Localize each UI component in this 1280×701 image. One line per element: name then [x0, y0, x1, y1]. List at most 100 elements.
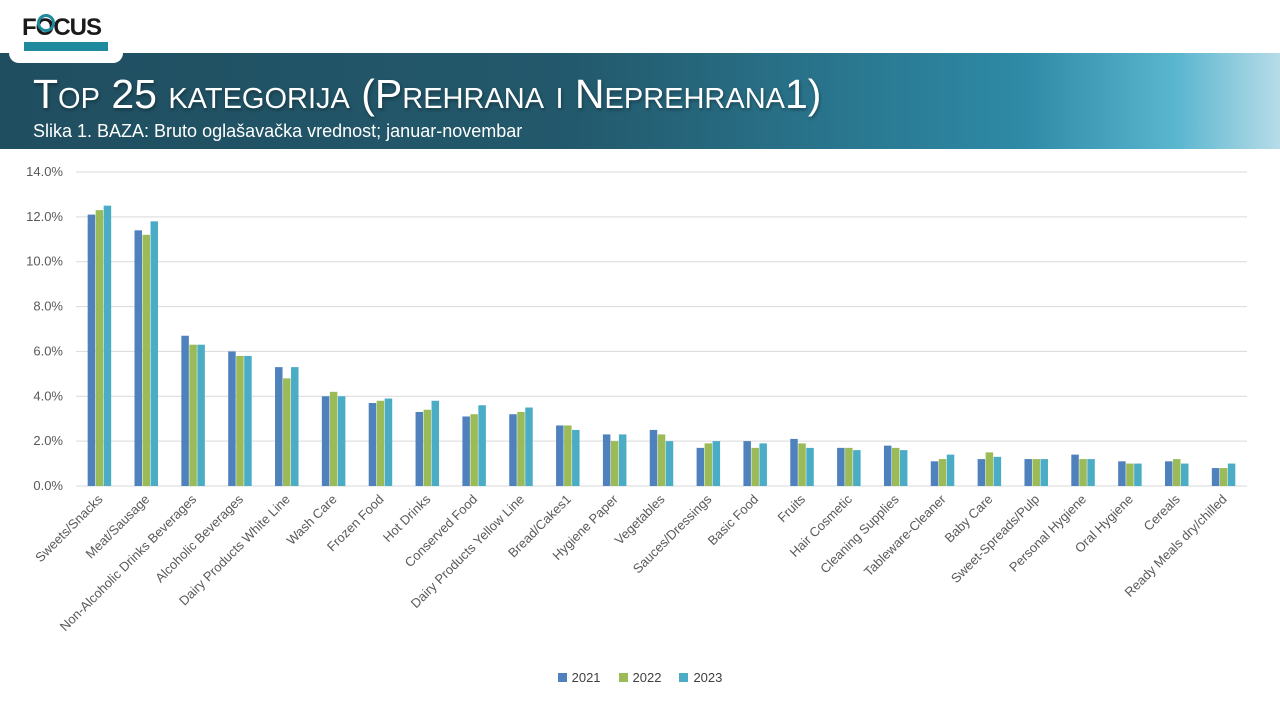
bar [275, 367, 283, 486]
bar [743, 441, 751, 486]
bar [368, 403, 377, 486]
bar [423, 409, 432, 486]
bar [891, 447, 900, 486]
bar [181, 335, 189, 486]
bar [1032, 459, 1040, 486]
legend-item-2023: 2023 [679, 670, 722, 685]
bar [87, 214, 96, 486]
bar [103, 205, 112, 486]
bar [236, 355, 244, 486]
y-tick-label: 2.0% [33, 433, 63, 448]
legend-swatch-2022 [618, 673, 628, 682]
x-tick-label: Sauces/Dressings [630, 491, 715, 576]
bar [618, 434, 627, 486]
bar [696, 447, 705, 486]
bar [759, 443, 767, 486]
bar [478, 405, 486, 486]
bar [1118, 461, 1126, 486]
bar [853, 450, 861, 486]
bar [1227, 463, 1236, 486]
bar [244, 355, 252, 486]
bar [329, 391, 338, 486]
legend-label-2021: 2021 [571, 670, 601, 685]
bar [1079, 459, 1087, 486]
bar [1180, 463, 1189, 486]
bar [525, 407, 533, 486]
bar [1172, 459, 1181, 486]
y-tick-label: 6.0% [33, 343, 63, 358]
page-subtitle: Slika 1. BAZA: Bruto oglašavačka vrednos… [33, 121, 523, 141]
bar [337, 396, 346, 486]
bar [556, 425, 564, 486]
bar [806, 447, 814, 486]
bar [150, 221, 159, 486]
bar [899, 450, 908, 486]
bar [993, 456, 1002, 486]
x-tick-label: Sweet-Spreads/Pulp [948, 492, 1042, 586]
bar [321, 396, 330, 486]
bar [572, 429, 580, 486]
bar [938, 459, 947, 486]
bar [1211, 468, 1220, 486]
y-tick-label: 14.0% [26, 164, 63, 179]
x-tick-label: Basic Food [705, 492, 762, 549]
page-title: Top 25 kategorija (Prehrana i Neprehrana… [33, 71, 822, 117]
bar [649, 429, 658, 486]
bar [376, 400, 385, 486]
bar [1087, 459, 1095, 486]
bar [142, 234, 151, 486]
bar [704, 443, 713, 486]
bar [283, 378, 291, 486]
bar [1040, 459, 1048, 486]
bar [134, 230, 143, 486]
header-banner [0, 53, 1280, 149]
bar [1219, 468, 1228, 486]
x-tick-label: Tableware-Cleaner [861, 491, 949, 579]
bar [883, 445, 892, 486]
bar [189, 344, 197, 486]
x-tick-label: Cereals [1141, 491, 1184, 534]
chart-legend: 2021 2022 2023 [0, 670, 1280, 685]
bar [977, 459, 986, 486]
bar [665, 441, 674, 486]
legend-label-2022: 2022 [632, 670, 662, 685]
bar [985, 452, 994, 486]
bar [751, 447, 759, 486]
bar [1024, 459, 1032, 486]
bar [1071, 454, 1079, 486]
legend-swatch-2023 [679, 673, 689, 682]
bar [197, 344, 205, 486]
bar [602, 434, 611, 486]
bar [946, 454, 955, 486]
bar [415, 411, 424, 486]
bar [509, 414, 517, 486]
bar [517, 411, 525, 486]
bar [837, 447, 845, 486]
bar [712, 441, 721, 486]
bar-chart: 0.0% 2.0% 4.0% 6.0% 8.0% 10.0% 12.0% 14.0% Sweet… [26, 164, 1247, 634]
legend-swatch-2021 [557, 673, 567, 682]
bar [431, 400, 440, 486]
bar [95, 210, 104, 486]
bar [1164, 461, 1173, 486]
bar [798, 443, 806, 486]
bar [845, 447, 853, 486]
y-tick-label: 4.0% [33, 388, 63, 403]
bar [930, 461, 939, 486]
bar [790, 438, 798, 486]
logo: FOCUS [22, 14, 102, 41]
x-tick-label: Cleaning Supplies [817, 491, 902, 576]
y-tick-label: 12.0% [26, 209, 63, 224]
bar [470, 414, 478, 486]
logo-container [9, 0, 123, 63]
y-tick-label: 0.0% [33, 478, 63, 493]
y-tick-label: 10.0% [26, 254, 63, 269]
x-tick-label: Alcoholic Beverages [152, 491, 246, 585]
logo-underline [24, 42, 108, 51]
bar [610, 441, 619, 486]
logo-magnifier-icon [37, 14, 55, 32]
bar [384, 398, 393, 486]
bar [1134, 463, 1142, 486]
y-tick-label: 8.0% [33, 299, 63, 314]
bar [564, 425, 572, 486]
